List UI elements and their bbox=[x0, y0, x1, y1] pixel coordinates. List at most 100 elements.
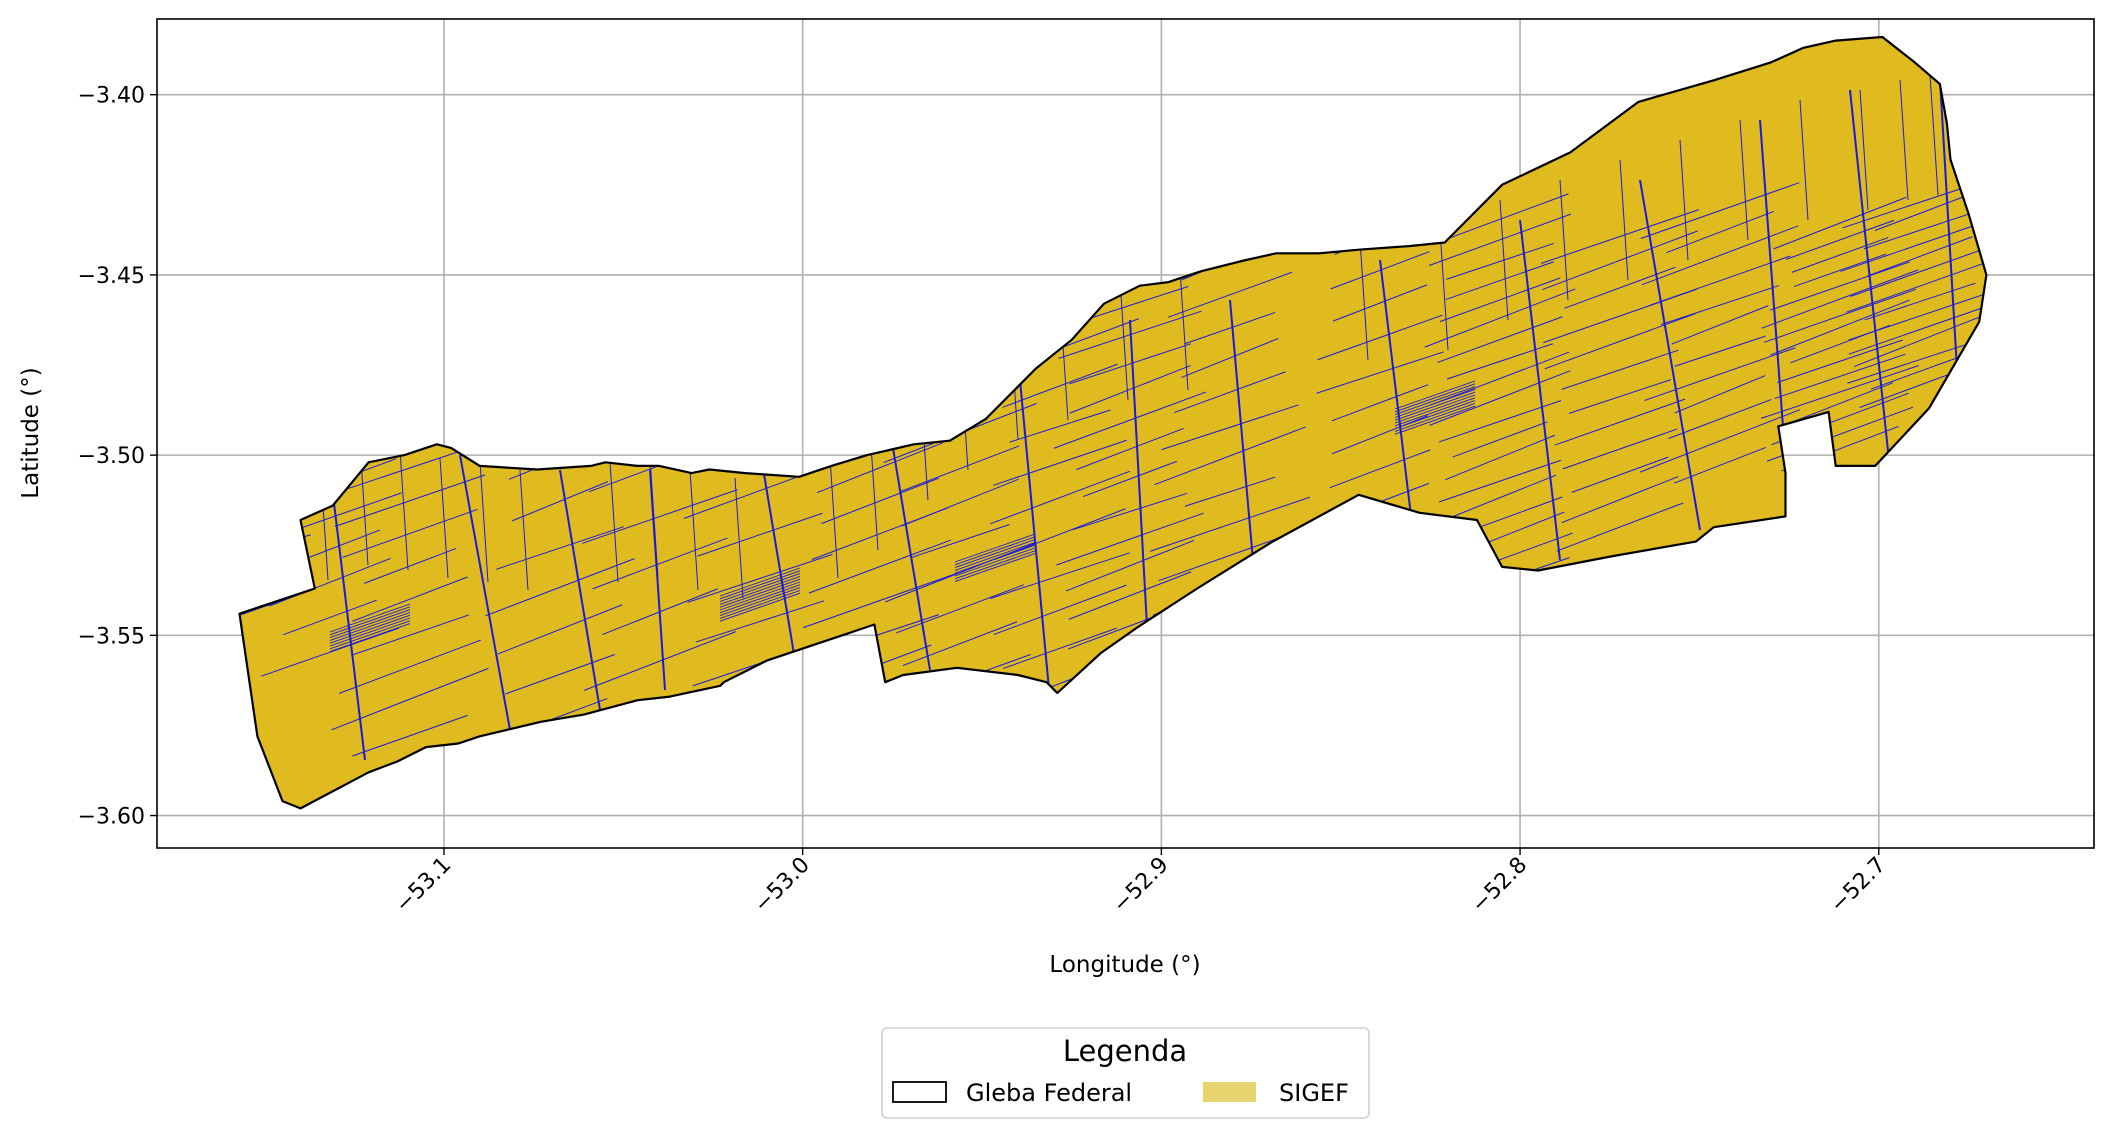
parcel-edge bbox=[1331, 384, 1429, 422]
parcel-edge bbox=[1439, 277, 1561, 323]
parcel-edge bbox=[1167, 271, 1293, 318]
parcel-edge bbox=[1437, 316, 1563, 363]
parcel-edge bbox=[719, 589, 801, 619]
parcel-edge bbox=[269, 557, 391, 607]
parcel-edge bbox=[719, 584, 801, 614]
parcel-edge bbox=[1181, 337, 1279, 378]
parcel-edge bbox=[889, 429, 931, 671]
parcel-edge bbox=[1929, 74, 1939, 196]
parcel-edge bbox=[1446, 242, 1554, 280]
parcel-edge bbox=[990, 470, 1130, 525]
parcel-edge bbox=[1072, 492, 1188, 531]
parcel-edge bbox=[592, 537, 728, 590]
parcel-edge bbox=[1848, 291, 1987, 341]
legend-gleba-label: Gleba Federal bbox=[966, 1079, 1132, 1107]
parcel-edge bbox=[1666, 210, 1774, 254]
parcel-edge bbox=[329, 469, 366, 761]
parcel-edge bbox=[459, 454, 511, 731]
parcel-edge bbox=[1773, 196, 1907, 250]
parcel-edge bbox=[1154, 426, 1306, 486]
parcel-edge bbox=[1053, 391, 1207, 449]
parcel-edge bbox=[1554, 398, 1686, 446]
parcel-edge bbox=[1867, 236, 1973, 277]
parcel-edge bbox=[1150, 496, 1310, 552]
parcel-edge bbox=[1429, 370, 1571, 426]
parcel-edge bbox=[1076, 427, 1184, 471]
parcel-edge bbox=[1791, 237, 1889, 273]
parcel-edge bbox=[808, 539, 952, 594]
parcel-edge bbox=[829, 457, 839, 579]
parcel-edge bbox=[1424, 288, 1576, 348]
parcel-edge bbox=[719, 570, 801, 600]
parcel-edge bbox=[803, 572, 957, 629]
parcel-edge bbox=[497, 604, 623, 655]
parcel-edge bbox=[1394, 383, 1476, 413]
parcel-edge bbox=[1793, 253, 1887, 288]
parcel-edge bbox=[993, 439, 1127, 486]
parcel-edge bbox=[339, 639, 481, 694]
parcel-edge bbox=[583, 631, 737, 691]
parcel-edge bbox=[1430, 351, 1570, 406]
parcel-edge bbox=[1184, 476, 1276, 507]
y-tick-label: −3.60 bbox=[78, 805, 145, 830]
parcel-edge bbox=[1870, 353, 1970, 390]
parcel-edge bbox=[1444, 434, 1556, 481]
parcel-edge bbox=[1056, 512, 1204, 566]
parcel-edge bbox=[1770, 299, 1910, 356]
parcel-edge bbox=[1641, 225, 1799, 286]
parcel-edge bbox=[1739, 119, 1749, 241]
parcel-edge bbox=[399, 449, 409, 571]
sigef-area bbox=[239, 37, 1987, 809]
parcel-edge bbox=[261, 627, 399, 677]
parcel-edge bbox=[1561, 349, 1679, 390]
parcel-edge bbox=[1394, 391, 1476, 421]
parcel-edge bbox=[1619, 159, 1629, 281]
legend: Legenda Gleba Federal SIGEF bbox=[881, 1027, 1370, 1119]
legend-title: Legenda bbox=[1063, 1034, 1187, 1068]
parcel-edge bbox=[1541, 209, 1699, 264]
parcel-edge bbox=[719, 573, 801, 603]
parcel-edge bbox=[283, 599, 377, 636]
parcel-edge bbox=[821, 477, 939, 525]
parcel-edge bbox=[511, 481, 609, 522]
parcel-edge bbox=[352, 576, 468, 622]
parcel-edge bbox=[1316, 351, 1444, 394]
parcel-edge bbox=[331, 667, 489, 731]
parcel-edge bbox=[1899, 79, 1909, 201]
parcel-edge bbox=[993, 584, 1127, 636]
parcel-edge bbox=[582, 489, 738, 544]
parcel-edge bbox=[1519, 219, 1561, 561]
parcel-edge bbox=[689, 469, 699, 591]
parcel-edge bbox=[1394, 380, 1476, 410]
parcel-edge bbox=[816, 442, 944, 494]
parcel-edge bbox=[697, 512, 823, 557]
parcel-edge bbox=[896, 584, 1024, 634]
parcel-edge bbox=[329, 620, 411, 650]
parcel-edge bbox=[1874, 195, 1966, 231]
parcel-edge bbox=[1660, 285, 1780, 326]
parcel-edge bbox=[734, 477, 744, 599]
parcel-edge bbox=[901, 478, 1019, 527]
parcel-edge bbox=[1161, 404, 1299, 451]
parcel-edge bbox=[954, 550, 1036, 580]
parcel-edge bbox=[1863, 211, 1977, 250]
parcel-edge bbox=[1770, 261, 1910, 311]
parcel-edge bbox=[1069, 343, 1191, 385]
parcel-edge bbox=[1544, 313, 1696, 370]
parcel-edge bbox=[352, 714, 468, 757]
parcel-edge bbox=[479, 461, 489, 583]
y-axis-label: Latitude (°) bbox=[18, 367, 44, 498]
y-tick-label: −3.55 bbox=[78, 624, 145, 649]
y-tick-label: −3.40 bbox=[78, 84, 145, 109]
parcel-edge bbox=[1571, 456, 1669, 493]
parcel-edge bbox=[363, 548, 457, 584]
parcel-edge bbox=[719, 567, 801, 597]
parcel-edge bbox=[759, 449, 801, 691]
parcel-edge bbox=[1640, 182, 1800, 239]
parcel-edge bbox=[1329, 449, 1431, 489]
x-axis-label: Longitude (°) bbox=[1049, 952, 1200, 978]
parcel-edge bbox=[342, 508, 478, 558]
parcel-edge bbox=[485, 558, 635, 617]
gleba-federal-boundary bbox=[238, 35, 1988, 810]
